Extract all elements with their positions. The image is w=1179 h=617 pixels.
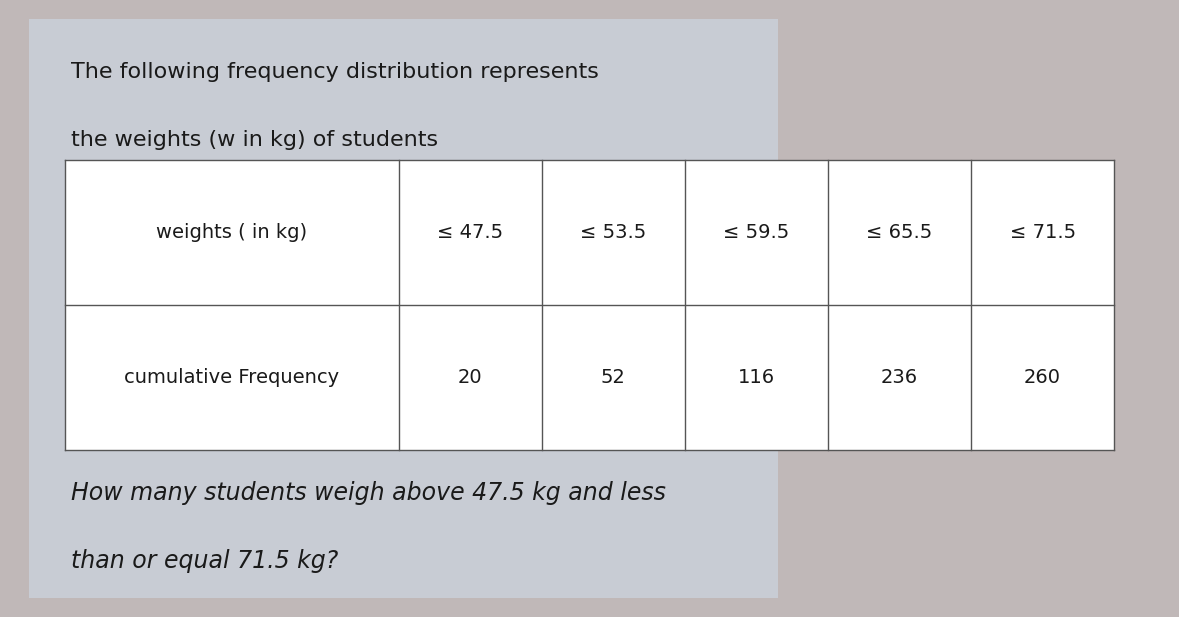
Text: cumulative Frequency: cumulative Frequency xyxy=(124,368,340,387)
Text: the weights (w in kg) of students: the weights (w in kg) of students xyxy=(71,130,437,149)
Text: 116: 116 xyxy=(738,368,775,387)
Text: 20: 20 xyxy=(457,368,482,387)
Text: 52: 52 xyxy=(601,368,626,387)
Text: ≤ 65.5: ≤ 65.5 xyxy=(867,223,933,242)
Text: How many students weigh above 47.5 kg and less: How many students weigh above 47.5 kg an… xyxy=(71,481,666,505)
Text: ≤ 71.5: ≤ 71.5 xyxy=(1009,223,1075,242)
Text: ≤ 47.5: ≤ 47.5 xyxy=(437,223,503,242)
Text: than or equal 71.5 kg?: than or equal 71.5 kg? xyxy=(71,549,338,573)
Text: 236: 236 xyxy=(881,368,918,387)
Text: ≤ 59.5: ≤ 59.5 xyxy=(723,223,790,242)
Text: 260: 260 xyxy=(1025,368,1061,387)
Text: The following frequency distribution represents: The following frequency distribution rep… xyxy=(71,62,599,81)
Text: ≤ 53.5: ≤ 53.5 xyxy=(580,223,646,242)
Text: weights ( in kg): weights ( in kg) xyxy=(157,223,308,242)
